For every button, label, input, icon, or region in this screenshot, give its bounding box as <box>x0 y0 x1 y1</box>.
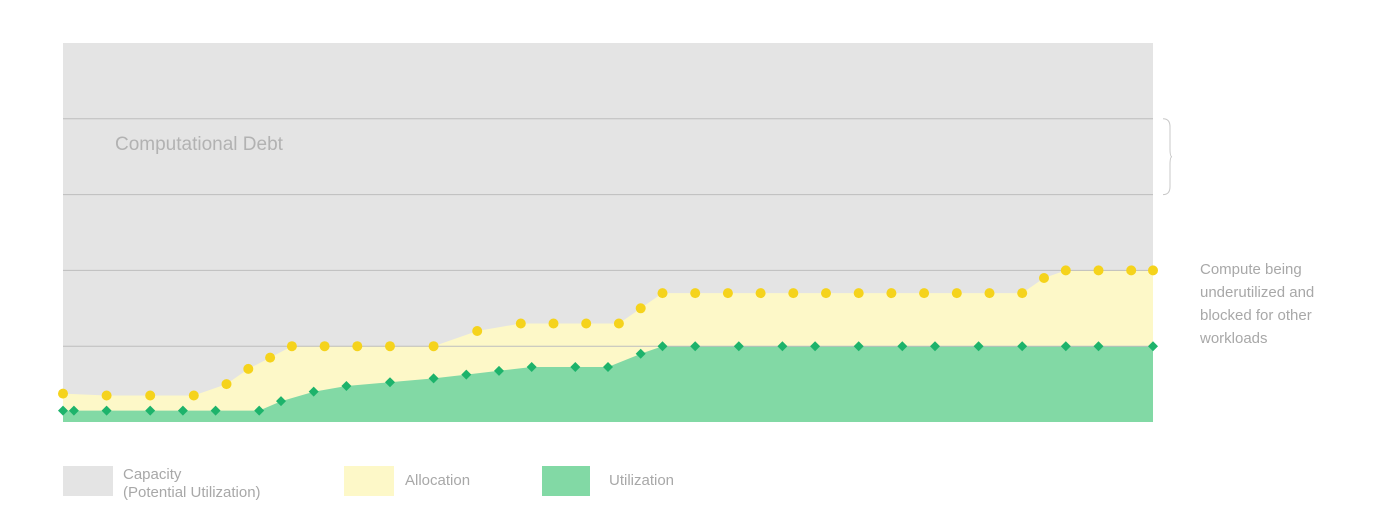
legend-label-capacity-sub: (Potential Utilization) <box>123 484 261 501</box>
utilization-point <box>973 341 984 352</box>
allocation-point <box>1039 273 1049 283</box>
allocation-point <box>657 288 668 299</box>
allocation-point <box>886 288 897 299</box>
utilization-area <box>63 346 1153 422</box>
allocation-point <box>1148 265 1158 276</box>
allocation-point <box>472 326 483 336</box>
utilization-point <box>1060 341 1071 352</box>
utilization-point <box>428 373 439 384</box>
utilization-point <box>177 405 188 416</box>
annotation-line: blocked for other <box>1200 307 1312 324</box>
utilization-point <box>897 341 908 352</box>
allocation-point <box>788 288 799 299</box>
allocation-point <box>319 341 330 352</box>
utilization-point <box>526 362 537 373</box>
annotation-brace <box>1162 118 1173 196</box>
allocation-point <box>58 388 68 399</box>
annotation-text: Compute being underutilized and blocked fo… <box>1199 261 1314 347</box>
utilization-point <box>810 341 821 352</box>
allocation-point <box>352 341 363 352</box>
allocation-point <box>1060 265 1071 276</box>
utilization-point <box>341 380 352 391</box>
allocation-point <box>243 363 254 374</box>
allocation-point <box>635 303 646 314</box>
allocation-point <box>1093 265 1104 276</box>
utilization-point <box>276 396 286 407</box>
allocation-point <box>984 288 995 299</box>
allocation-markers <box>58 265 1158 401</box>
utilization-point <box>930 341 940 352</box>
allocation-point <box>690 288 701 299</box>
utilization-point <box>254 405 265 416</box>
gridlines <box>63 118 1153 347</box>
allocation-point <box>515 318 526 329</box>
utilization-point <box>635 348 646 359</box>
utilization-point <box>1017 341 1028 352</box>
allocation-point <box>1126 265 1137 276</box>
allocation-point <box>286 341 297 352</box>
utilization-point <box>210 405 221 416</box>
utilization-point <box>68 405 79 416</box>
allocation-point <box>145 390 156 401</box>
allocation-point <box>1017 288 1028 299</box>
annotation-line: underutilized and <box>1200 284 1314 301</box>
allocation-point <box>821 288 831 299</box>
utilization-point <box>657 341 668 352</box>
utilization-point <box>101 405 112 416</box>
allocation-point <box>188 390 199 401</box>
annotation-line: workloads <box>1199 330 1268 347</box>
legend-swatch-allocation <box>344 466 394 496</box>
utilization-markers <box>58 341 1158 416</box>
allocation-point <box>385 341 395 352</box>
allocation-point <box>613 318 624 329</box>
legend-label-capacity: Capacity (Potential Utilization) <box>123 466 261 502</box>
utilization-point <box>777 341 788 352</box>
utilization-point <box>461 369 472 380</box>
allocation-point <box>548 318 559 329</box>
utilization-point <box>1093 341 1104 352</box>
allocation-point <box>919 288 930 299</box>
allocation-point <box>221 379 232 390</box>
legend: Capacity (Potential Utilization) Allocat… <box>0 466 1400 506</box>
utilization-point <box>308 386 319 397</box>
utilization-point <box>570 362 581 373</box>
utilization-point <box>690 341 701 352</box>
allocation-point <box>581 318 592 329</box>
annotation-line: Compute being <box>1200 261 1302 278</box>
utilization-point <box>145 405 156 416</box>
allocation-point <box>853 288 864 299</box>
computational-debt-label: Computational Debt <box>115 134 284 155</box>
area-chart: Computational Debt Compute being underuti… <box>58 43 1314 422</box>
utilization-point <box>385 377 395 388</box>
allocation-point <box>722 288 733 299</box>
allocation-point <box>101 390 112 401</box>
utilization-point <box>1148 341 1158 352</box>
allocation-point <box>265 352 276 363</box>
legend-swatch-capacity <box>63 466 113 496</box>
utilization-point <box>603 362 613 373</box>
utilization-point <box>494 365 504 376</box>
utilization-point <box>58 405 68 416</box>
allocation-point <box>951 288 962 299</box>
utilization-point <box>853 341 864 352</box>
legend-label-allocation: Allocation <box>405 472 471 489</box>
legend-label-utilization: Utilization <box>609 472 675 489</box>
allocation-point <box>428 341 439 352</box>
allocation-point <box>755 288 766 299</box>
legend-swatch-utilization <box>542 466 590 496</box>
utilization-point <box>733 341 744 352</box>
legend-label-capacity-name: Capacity <box>123 466 182 483</box>
